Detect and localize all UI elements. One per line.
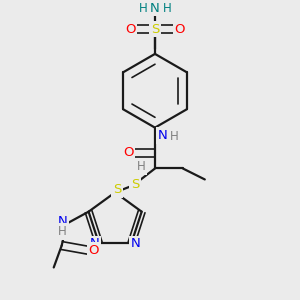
Text: N: N: [150, 2, 160, 15]
Text: N: N: [90, 237, 100, 250]
Text: S: S: [151, 22, 159, 35]
Text: O: O: [123, 146, 133, 159]
Text: O: O: [88, 244, 99, 257]
Text: H: H: [163, 2, 171, 15]
Text: H: H: [58, 225, 67, 238]
Text: O: O: [125, 22, 135, 35]
Text: N: N: [158, 129, 168, 142]
Text: S: S: [113, 183, 121, 196]
Text: H: H: [169, 130, 178, 143]
Text: H: H: [139, 2, 147, 15]
Text: N: N: [58, 215, 68, 228]
Text: N: N: [130, 237, 140, 250]
Text: H: H: [137, 160, 146, 173]
Text: O: O: [175, 22, 185, 35]
Text: S: S: [131, 178, 139, 191]
